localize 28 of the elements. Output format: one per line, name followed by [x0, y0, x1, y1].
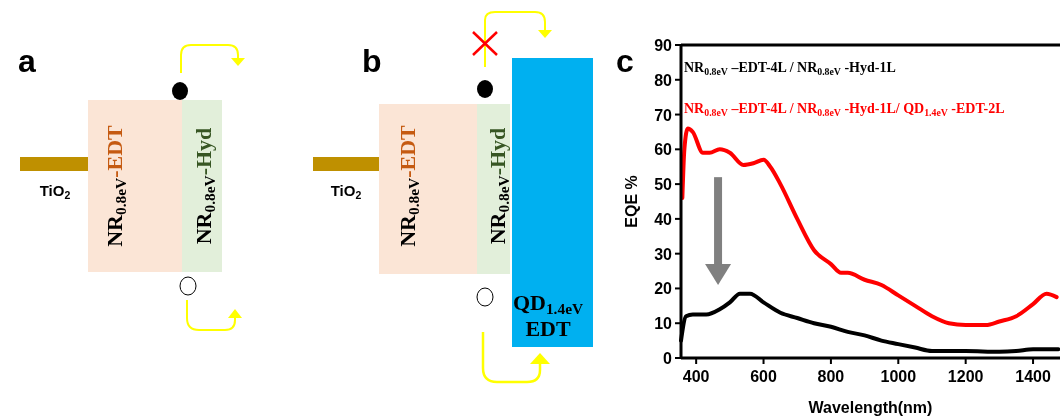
text: EDT [525, 316, 571, 341]
text: a [18, 43, 36, 79]
y-axis-title: EQE % [623, 175, 640, 228]
x-tick-label: 800 [817, 368, 845, 385]
y-tick-label: 10 [654, 315, 673, 333]
line-series [680, 126, 1059, 327]
y-tick-label: 90 [654, 37, 673, 54]
x-axis-title: Wavelength(nm) [808, 399, 933, 416]
text: NR$_{0.8eV}$ –EDT-4L / NR$_{0.8eV}$ -Hyd-1L [684, 60, 896, 77]
text: QD$_{1.4eV}$ [512, 290, 584, 317]
y-tick-label: 20 [654, 280, 673, 298]
text: b [362, 43, 382, 79]
y-tick-label: 30 [654, 245, 673, 263]
y-tick-label: 60 [654, 141, 673, 159]
text: TiO$_{2}$ [39, 182, 71, 201]
text: c [616, 43, 634, 79]
x-tick-label: 600 [750, 368, 777, 385]
series-label: NR$_{0.8eV}$ –EDT-4L / NR$_{0.8eV}$ -Hyd-1L/ QD$_{1.4eV}$ -EDT-2L [684, 101, 1005, 118]
text: TiO$_{2}$ [330, 182, 362, 201]
x-tick-label: 400 [682, 368, 710, 385]
x-tick-label: 1200 [947, 368, 984, 385]
x-tick-label: 1000 [880, 368, 917, 385]
y-tick-label: 70 [654, 106, 673, 124]
x-tick-label: 1400 [1015, 368, 1051, 385]
y-tick-label: 80 [654, 71, 673, 89]
y-tick-label: 40 [654, 210, 673, 228]
y-tick-label: 50 [654, 176, 673, 194]
y-tick-label: 0 [663, 350, 673, 367]
